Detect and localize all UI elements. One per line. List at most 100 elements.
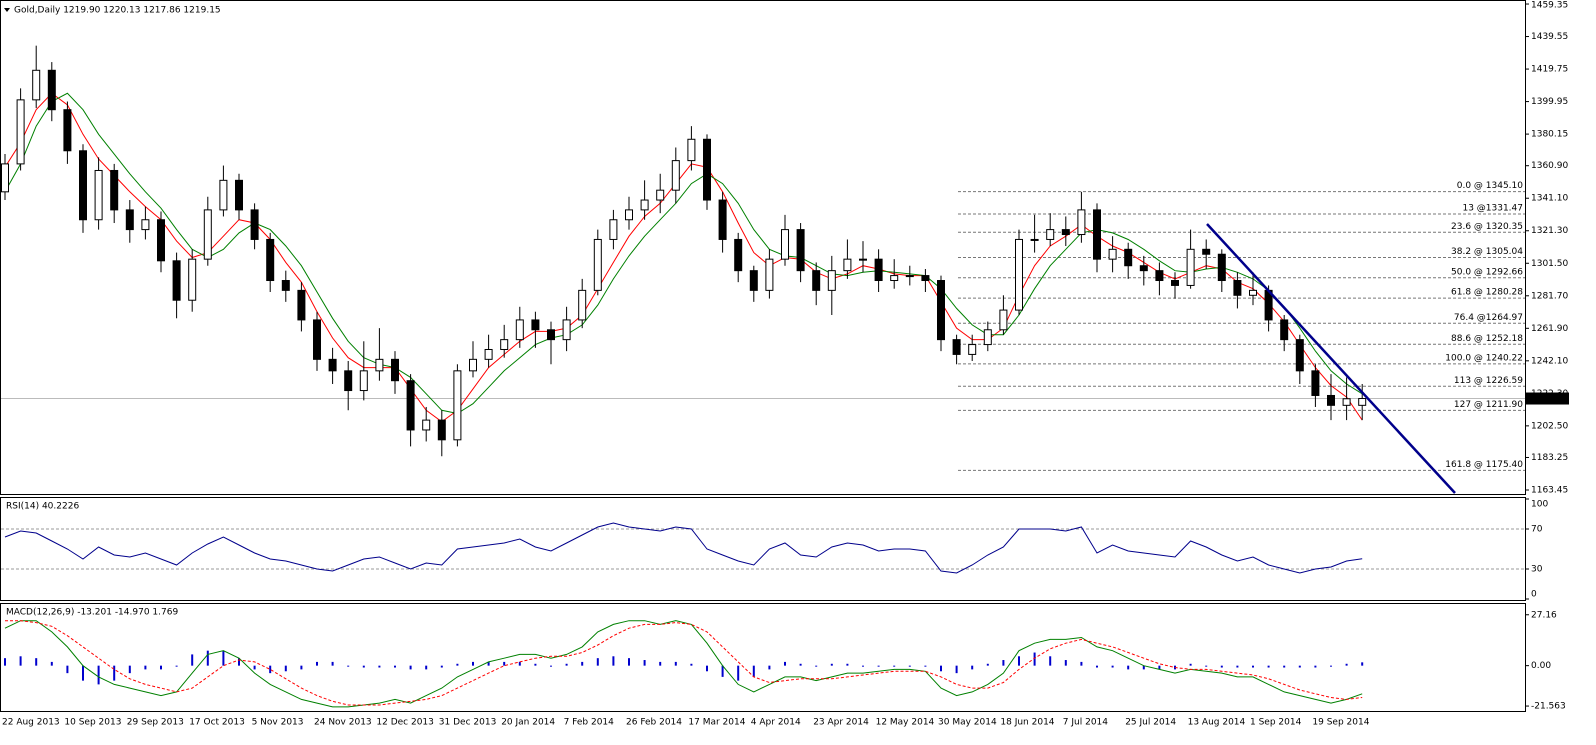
y-tick-label: 1419.75 [1531, 65, 1568, 75]
fib-label: 76.4 @1264.97 [1454, 313, 1523, 323]
x-tick-label: 5 Nov 2013 [252, 718, 304, 728]
y-tick-label: 1242.10 [1531, 356, 1568, 366]
candle-body [578, 289, 587, 321]
y-tick-label: 70 [1531, 525, 1543, 535]
candle-body [453, 370, 462, 441]
fib-label: 100.0 @ 1240.22 [1445, 353, 1523, 363]
x-tick-label: 1 Sep 2014 [1250, 718, 1302, 728]
histogram-bar [1018, 656, 1020, 666]
histogram-bar [409, 665, 412, 670]
x-tick-label: 31 Dec 2013 [439, 718, 497, 728]
candle-body [172, 260, 181, 301]
candle-body [16, 99, 25, 165]
candle-body [328, 358, 337, 372]
y-tick-label: 1360.90 [1531, 161, 1568, 171]
histogram-bar [253, 665, 256, 670]
candle-body [1327, 394, 1335, 406]
moving-average [4, 92, 1363, 423]
histogram-bar [518, 661, 521, 666]
histogram-bar [222, 650, 225, 666]
histogram-bar [425, 665, 428, 670]
histogram-bar [908, 665, 911, 667]
candle-body [484, 348, 493, 360]
candle-body [812, 270, 821, 291]
x-tick-label: 10 Sep 2013 [64, 718, 121, 728]
fib-label: 61.8 @ 1280.28 [1451, 288, 1523, 298]
y-tick-label: 1321.30 [1531, 226, 1568, 236]
candle-body [32, 69, 41, 101]
histogram-bar [940, 665, 942, 672]
histogram-bar [269, 665, 272, 674]
candle-body [983, 329, 992, 346]
candle-body [905, 275, 914, 278]
histogram-bar [347, 665, 350, 667]
candle-body [1217, 253, 1226, 282]
candle-body [593, 238, 602, 291]
y-tick-label: 1439.55 [1531, 32, 1568, 42]
candle-body [1108, 248, 1117, 260]
candle-body [796, 229, 805, 272]
histogram-bar [144, 665, 147, 670]
candle-body [235, 179, 243, 211]
candle-body [344, 370, 353, 392]
x-tick-label: 26 Feb 2014 [626, 718, 682, 728]
histogram-bar [1220, 665, 1223, 668]
price-title: Gold,Daily 1219.90 1220.13 1217.86 1219.… [14, 6, 221, 16]
histogram-bar [82, 665, 84, 681]
price-panel [0, 0, 1526, 495]
candle-body [718, 199, 727, 240]
candle-body [671, 160, 680, 191]
menu-triangle [4, 8, 10, 12]
histogram-bar [971, 665, 974, 670]
y-tick-label: 30 [1531, 565, 1543, 575]
histogram-bar [1361, 662, 1364, 666]
histogram-bar [503, 661, 506, 666]
signal-line [5, 620, 1363, 706]
histogram-bar [1080, 661, 1083, 666]
candle-body [359, 370, 368, 392]
candle-body [110, 169, 119, 211]
candle-body [219, 179, 228, 211]
candle-body [952, 339, 961, 355]
histogram-bar [191, 654, 194, 666]
histogram-bar [846, 663, 849, 666]
histogram-bar [674, 661, 677, 666]
candle-body [1093, 209, 1101, 260]
histogram-bar [986, 663, 989, 666]
x-tick-label: 17 Mar 2014 [688, 718, 745, 728]
histogram-bar [1205, 665, 1208, 667]
histogram-bar [737, 665, 740, 681]
histogram-bar [752, 665, 755, 677]
candle-body [609, 219, 618, 240]
candle-body [843, 258, 852, 272]
x-tick-label: 29 Sep 2013 [127, 718, 184, 728]
histogram-bar [316, 661, 318, 666]
histogram-bar [1236, 665, 1239, 668]
candle-body [1124, 248, 1133, 267]
histogram-bar [160, 665, 162, 670]
x-tick-label: 17 Oct 2013 [189, 718, 245, 728]
candle-body [1311, 370, 1320, 396]
candle-body [781, 229, 789, 260]
candle-body [874, 258, 883, 282]
candle-body [547, 329, 555, 341]
y-tick-label: -21.563 [1531, 702, 1566, 712]
candle-body [375, 358, 384, 372]
candle-body [1046, 229, 1055, 240]
last-price-box [1525, 392, 1569, 405]
histogram-bar [534, 663, 537, 666]
x-tick-label: 18 Jun 2014 [1000, 718, 1054, 728]
histogram-bar [378, 665, 381, 668]
histogram-bar [830, 663, 833, 666]
histogram-bar [690, 663, 693, 666]
histogram-bar [1283, 665, 1286, 668]
y-tick-label: 1163.45 [1531, 485, 1568, 495]
x-tick-label: 13 Aug 2014 [1188, 718, 1246, 728]
histogram-bar [565, 663, 568, 666]
rsi-panel [0, 497, 1526, 601]
histogram-bar [1252, 665, 1254, 668]
x-tick-label: 23 Apr 2014 [813, 718, 869, 728]
histogram-bar [1158, 665, 1161, 670]
candle-body [1015, 238, 1023, 311]
